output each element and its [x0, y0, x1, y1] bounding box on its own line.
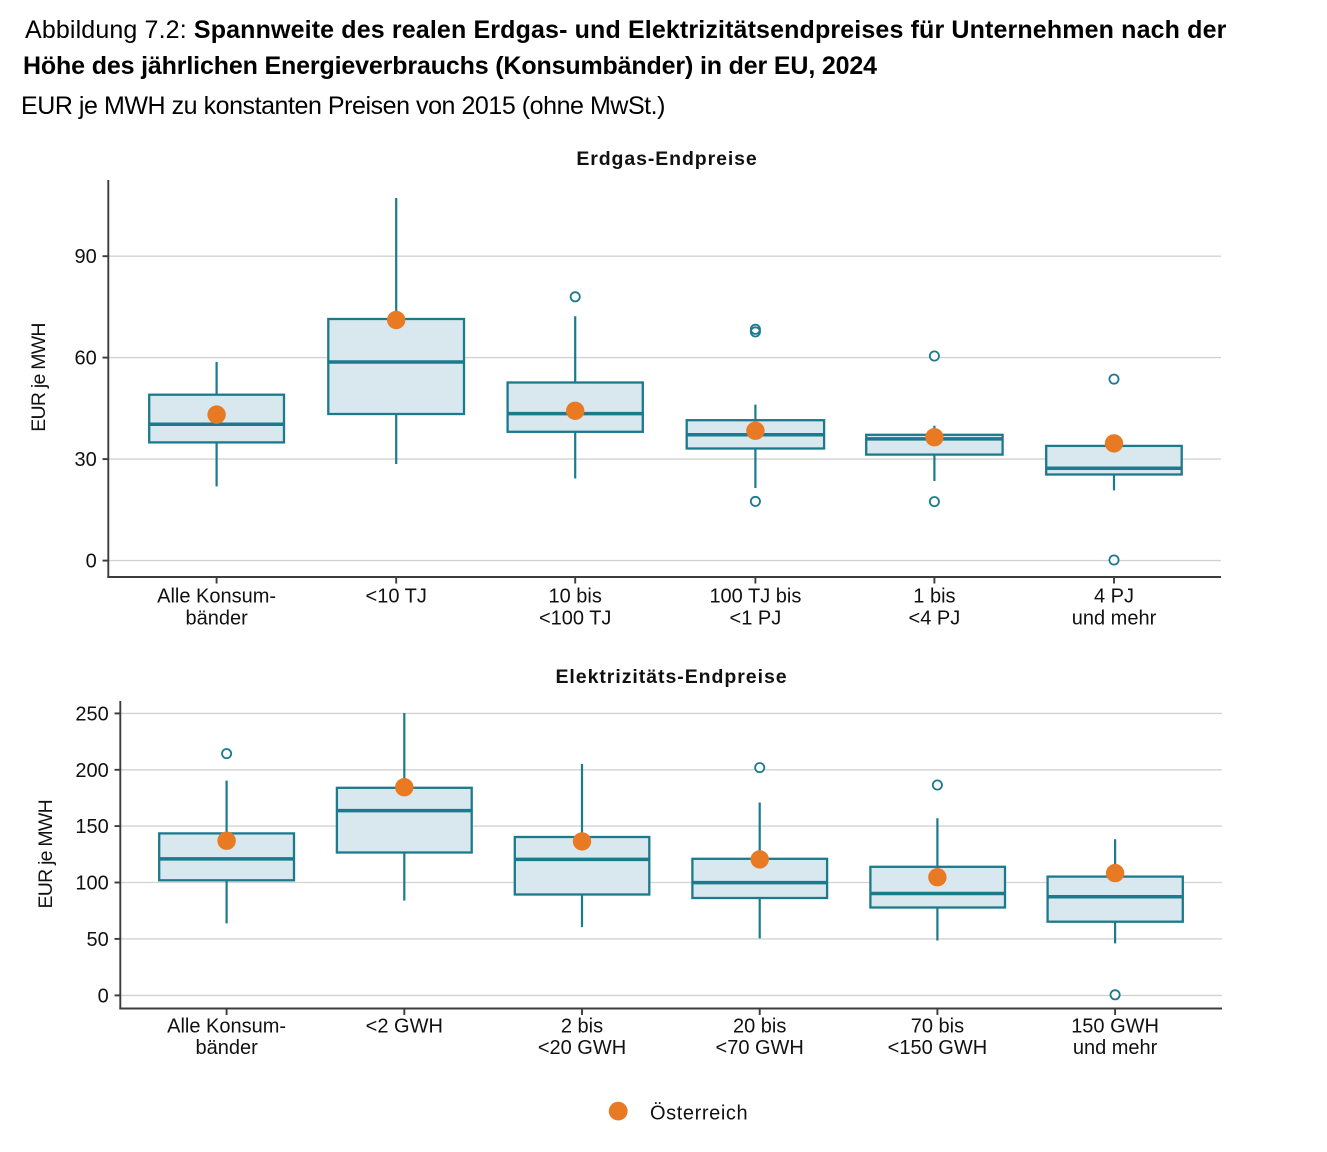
- svg-text:200: 200: [75, 760, 108, 782]
- svg-text:<150 GWH: <150 GWH: [888, 1037, 987, 1059]
- svg-text:2 bis: 2 bis: [561, 1015, 603, 1037]
- svg-text:<4 PJ: <4 PJ: [909, 607, 961, 629]
- svg-text:150 GWH: 150 GWH: [1071, 1015, 1159, 1037]
- svg-text:90: 90: [75, 246, 97, 268]
- svg-text:bänder: bänder: [185, 607, 248, 629]
- svg-text:<100 TJ: <100 TJ: [539, 607, 611, 629]
- svg-text:<2 GWH: <2 GWH: [366, 1015, 443, 1037]
- svg-text:<20 GWH: <20 GWH: [538, 1037, 626, 1059]
- svg-text:60: 60: [75, 348, 97, 370]
- svg-text:150: 150: [75, 816, 108, 838]
- svg-text:<70 GWH: <70 GWH: [716, 1037, 804, 1059]
- svg-text:10 bis: 10 bis: [549, 586, 602, 608]
- svg-text:Erdgas-Endpreise: Erdgas-Endpreise: [576, 148, 757, 170]
- svg-text:0: 0: [98, 985, 109, 1007]
- svg-text:EUR je MWH: EUR je MWH: [28, 323, 50, 431]
- svg-text:Alle Konsum-: Alle Konsum-: [157, 586, 276, 608]
- svg-text:<10 TJ: <10 TJ: [366, 586, 427, 608]
- svg-text:und mehr: und mehr: [1072, 607, 1157, 629]
- svg-text:70 bis: 70 bis: [911, 1015, 964, 1037]
- svg-text:30: 30: [75, 449, 97, 471]
- svg-text:EUR je MWH: EUR je MWH: [35, 800, 57, 908]
- svg-text:Elektrizitäts-Endpreise: Elektrizitäts-Endpreise: [555, 666, 787, 688]
- svg-text:4 PJ: 4 PJ: [1094, 586, 1134, 608]
- svg-text:Österreich: Österreich: [650, 1102, 748, 1124]
- svg-text:und mehr: und mehr: [1073, 1037, 1158, 1059]
- svg-text:50: 50: [87, 929, 109, 951]
- svg-text:bänder: bänder: [195, 1037, 258, 1059]
- svg-text:0: 0: [86, 551, 97, 573]
- svg-text:1 bis: 1 bis: [913, 586, 955, 608]
- svg-text:100: 100: [75, 873, 108, 895]
- svg-text:250: 250: [75, 703, 108, 725]
- svg-text:<1 PJ: <1 PJ: [730, 607, 782, 629]
- svg-text:Alle Konsum-: Alle Konsum-: [167, 1015, 286, 1037]
- svg-text:20 bis: 20 bis: [733, 1015, 786, 1037]
- svg-text:100 TJ bis: 100 TJ bis: [709, 586, 801, 608]
